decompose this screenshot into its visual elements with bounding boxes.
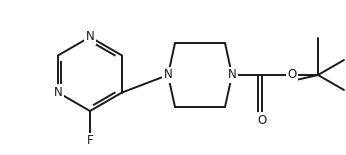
- Text: N: N: [85, 31, 94, 44]
- Text: O: O: [257, 113, 267, 126]
- Text: N: N: [54, 86, 62, 99]
- Text: N: N: [164, 69, 172, 82]
- Text: F: F: [87, 135, 93, 148]
- Text: N: N: [228, 69, 236, 82]
- Text: O: O: [288, 69, 297, 82]
